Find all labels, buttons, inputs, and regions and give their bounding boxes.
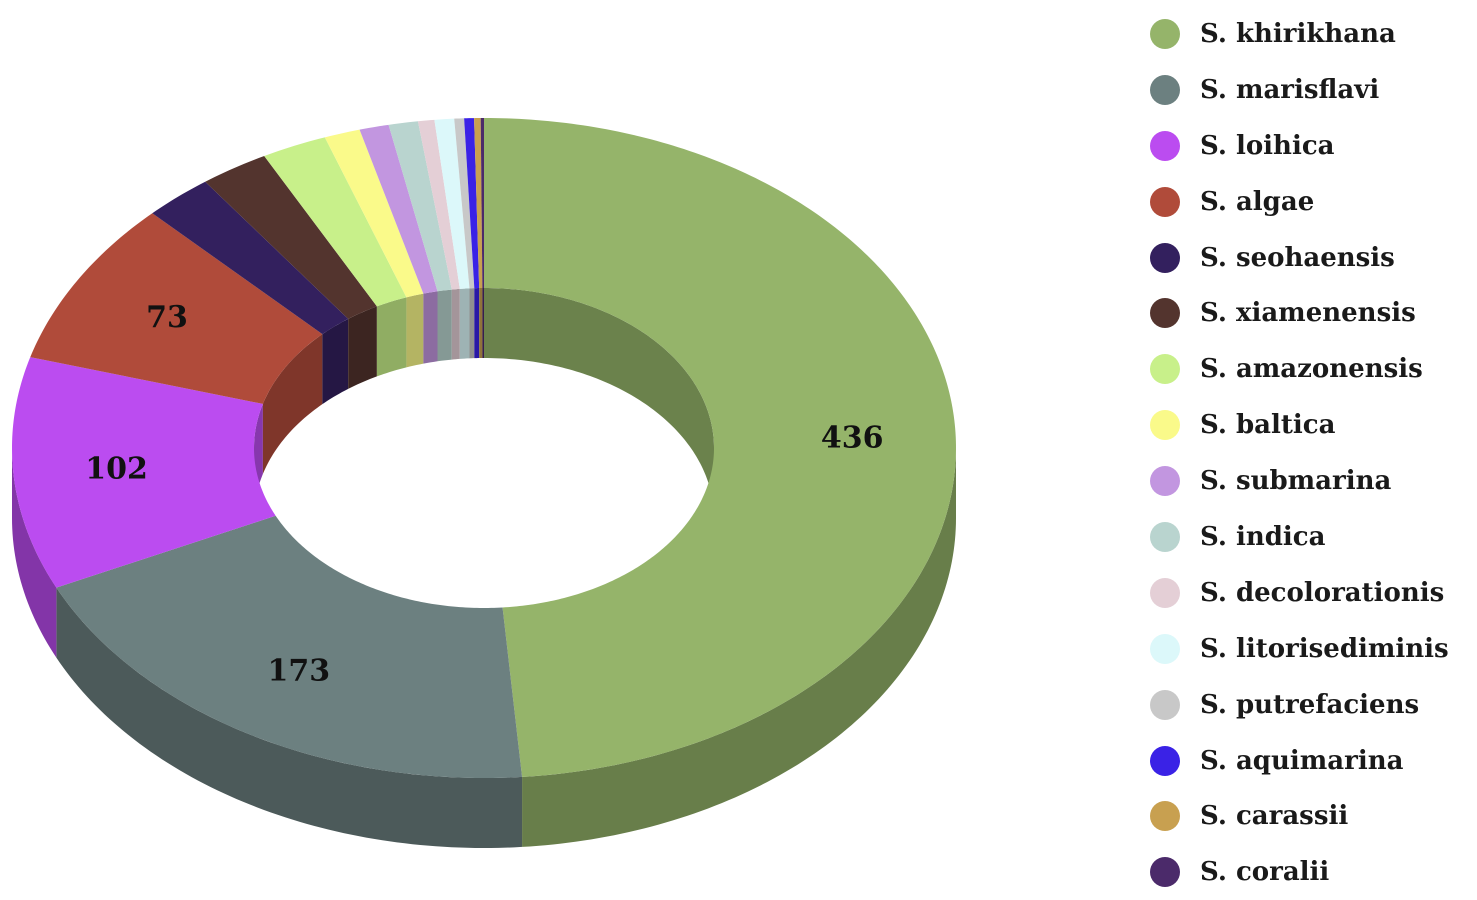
legend-label: S. amazonensis: [1200, 354, 1423, 385]
legend-label: S. seohaensis: [1200, 242, 1395, 273]
legend-label: S. khirikhana: [1200, 18, 1396, 49]
legend-label: S. decolorationis: [1200, 577, 1445, 608]
data-label-3: 73: [146, 300, 188, 335]
data-label-2: 102: [85, 451, 148, 486]
slice-s-loihica: [12, 357, 276, 588]
legend-item: S. marisflavi: [1150, 62, 1477, 118]
slice-s-khirikhana: [484, 118, 956, 777]
slice-inner-wall-3-1: [262, 334, 323, 474]
legend: S. khirikhana S. marisflavi S. loihica S. a…: [1150, 6, 1477, 900]
slice-s-amazonensis: [264, 137, 407, 307]
legend-swatch: [1150, 466, 1180, 497]
slice-side-1: [56, 587, 523, 848]
legend-item: S. baltica: [1150, 397, 1477, 453]
legend-item: S. seohaensis: [1150, 230, 1477, 286]
slice-s-decolorationis: [417, 119, 460, 290]
slice-s-coralii: [480, 118, 484, 288]
slice-inner-wall-6-1: [376, 297, 407, 377]
legend-item: S. putrefaciens: [1150, 677, 1477, 733]
legend-swatch: [1150, 689, 1180, 720]
legend-item: S. submarina: [1150, 453, 1477, 509]
slice-s-seohaensis: [152, 181, 349, 335]
slice-side-0: [522, 448, 956, 847]
slice-inner-wall-14-1: [479, 288, 483, 359]
data-labels: 436 173 102 73: [85, 300, 883, 689]
slice-inner-wall-12-1: [469, 288, 475, 359]
legend-swatch: [1150, 298, 1180, 329]
legend-item: S. algae: [1150, 174, 1477, 230]
slice-s-algae: [30, 213, 323, 404]
slice-inner-wall-8-1: [423, 291, 438, 364]
legend-label: S. loihica: [1200, 130, 1335, 161]
slice-s-litorisediminis: [434, 118, 470, 289]
legend-item: S. litorisediminis: [1150, 621, 1477, 677]
slice-inner-wall-10-1: [451, 288, 460, 360]
legend-item: S. carassii: [1150, 788, 1477, 844]
legend-item: S. xiamenensis: [1150, 285, 1477, 341]
legend-label: S. carassii: [1200, 801, 1349, 832]
legend-label: S. coralii: [1200, 857, 1330, 888]
legend-swatch: [1150, 186, 1180, 217]
slice-s-xiamenensis: [205, 155, 377, 319]
slice-s-putrefaciens: [454, 118, 475, 289]
legend-item: S. indica: [1150, 509, 1477, 565]
legend-label: S. indica: [1200, 521, 1326, 552]
legend-label: S. algae: [1200, 186, 1315, 217]
donut-tops: [12, 118, 956, 778]
slice-inner-wall-13-1: [474, 288, 480, 359]
slice-s-carassii: [474, 118, 483, 289]
legend-swatch: [1150, 857, 1180, 888]
legend-label: S. xiamenensis: [1200, 298, 1416, 329]
legend-label: S. aquimarina: [1200, 745, 1404, 776]
legend-label: S. submarina: [1200, 466, 1392, 497]
legend-item: S. coralii: [1150, 844, 1477, 900]
legend-item: S. loihica: [1150, 118, 1477, 174]
slice-inner-wall-11-1: [459, 288, 470, 359]
data-label-0: 436: [821, 421, 884, 456]
legend-swatch: [1150, 18, 1180, 49]
slice-s-marisflavi: [56, 515, 523, 778]
slice-inner-wall-5-1: [348, 306, 377, 389]
legend-label: S. litorisediminis: [1200, 633, 1449, 664]
legend-item: S. decolorationis: [1150, 565, 1477, 621]
legend-swatch: [1150, 242, 1180, 273]
legend-swatch: [1150, 521, 1180, 552]
slice-s-indica: [388, 121, 452, 292]
slice-inner-wall-15-1: [482, 288, 484, 358]
slice-inner-wall-4-1: [322, 318, 349, 405]
legend-swatch: [1150, 130, 1180, 161]
slice-inner-wall-0-0: [484, 288, 714, 518]
legend-item: S. aquimarina: [1150, 733, 1477, 789]
legend-swatch: [1150, 354, 1180, 385]
legend-swatch: [1150, 633, 1180, 664]
slice-s-baltica: [324, 129, 424, 298]
legend-label: S. marisflavi: [1200, 74, 1380, 105]
legend-swatch: [1150, 577, 1180, 608]
donut-chart: 436 173 102 73: [12, 118, 956, 848]
slice-side-2: [12, 448, 57, 658]
slice-s-submarina: [359, 124, 438, 294]
slice-s-aquimarina: [464, 118, 480, 289]
legend-label: S. baltica: [1200, 410, 1336, 441]
legend-label: S. putrefaciens: [1200, 689, 1420, 720]
slice-inner-wall-7-1: [406, 293, 424, 368]
legend-swatch: [1150, 745, 1180, 776]
legend-swatch: [1150, 410, 1180, 441]
data-label-1: 173: [267, 653, 330, 688]
legend-item: S. khirikhana: [1150, 6, 1477, 62]
slice-inner-wall-9-1: [437, 289, 452, 362]
legend-swatch: [1150, 74, 1180, 105]
legend-swatch: [1150, 801, 1180, 832]
donut-sides: [12, 288, 956, 848]
legend-item: S. amazonensis: [1150, 341, 1477, 397]
